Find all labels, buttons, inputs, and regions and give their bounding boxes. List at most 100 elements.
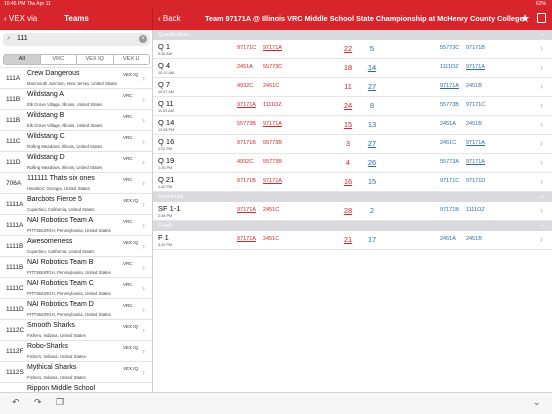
match-row[interactable]: Q 19 1:25 PM 4932C 55773B 4 26 55773A 97171A › — [153, 154, 552, 173]
team-list-item[interactable]: 111A Crew Dangerous Monmouth Junction, New… — [0, 67, 152, 88]
match-row[interactable]: Q 1 9:46 AM 97171C 97171A 22 5 55773C 97171B › — [153, 40, 552, 59]
blue-alliance-team[interactable]: 97171A — [440, 83, 459, 89]
match-row[interactable]: Q 7 10:47 AM 4932C 2451C 11 27 97171A 2451B › — [153, 78, 552, 97]
team-name: 111111 Thats six ones — [27, 175, 95, 182]
back-to-vex-via-button[interactable]: ‹ VEX via — [4, 14, 37, 23]
blue-alliance-team[interactable]: 97171C — [466, 102, 486, 108]
team-number: 1111B — [6, 243, 24, 250]
team-list-item[interactable]: Rippon Middle School › — [0, 382, 152, 392]
red-alliance-team[interactable]: 4932C — [237, 83, 254, 89]
blue-alliance-team[interactable]: 97171A — [466, 159, 485, 165]
match-time: 10:12 AM — [158, 71, 175, 75]
blue-alliance-team[interactable]: 97171B — [440, 207, 459, 213]
red-alliance-team[interactable]: 2451C — [263, 236, 280, 242]
red-alliance-team[interactable]: 97171C — [237, 45, 257, 51]
match-row[interactable]: Q 14 12:08 PM 55773B 97171A 15 13 2451A 2451B › — [153, 116, 552, 135]
match-row[interactable]: Q 21 1:42 PM 97171B 97171A 16 15 97171C 97171D › — [153, 173, 552, 192]
red-alliance-team[interactable]: 2451C — [263, 207, 280, 213]
chevron-right-icon: › — [142, 346, 145, 356]
exit-icon[interactable] — [537, 13, 546, 23]
team-name: NAI Robotics Team D — [27, 301, 94, 308]
blue-alliance-team[interactable]: 55773A — [440, 159, 459, 165]
red-alliance-team[interactable]: 97171A — [263, 121, 282, 127]
blue-alliance-team[interactable]: 97171A — [466, 64, 485, 70]
red-alliance-team[interactable]: 97171A — [263, 45, 282, 51]
blue-alliance-team[interactable]: 2451A — [440, 121, 456, 127]
section-header[interactable]: Qualification ︿ — [153, 30, 552, 40]
red-alliance-team[interactable]: 55773B — [263, 140, 282, 146]
team-list-item[interactable]: 1112F Robo-Sharks Fishers, Indiana, United… — [0, 340, 152, 361]
red-alliance-team[interactable]: 97171B — [237, 140, 256, 146]
filter-vex-iq[interactable]: VEX IQ — [77, 55, 114, 64]
blue-alliance-team[interactable]: 2451A — [440, 236, 456, 242]
match-row[interactable]: SF 1-1 2:38 PM 97171A 2451C 28 2 97171B 1111OZ › — [153, 202, 552, 221]
team-list-item[interactable]: 111C Wildstang C Rolling Meadows, Illinois… — [0, 130, 152, 151]
match-row[interactable]: Q 11 11:33 AM 97171A 1111OZ 24 8 55773B 97171C › — [153, 97, 552, 116]
team-name: Barcbots Fierce 5 — [27, 196, 82, 203]
blue-alliance-team[interactable]: 97171B — [466, 45, 485, 51]
team-list-item[interactable]: 1111B NAI Robotics Team B PITTSBURGH, Penn… — [0, 256, 152, 277]
search-input[interactable]: 111 — [17, 35, 28, 42]
match-row[interactable]: Q 4 10:12 AM 2451A 55773C 18 14 1111OZ 97171A › — [153, 59, 552, 78]
team-list-item[interactable]: 1112S Mythical Sharks Fishers, Indiana, Un… — [0, 361, 152, 382]
red-alliance-team[interactable]: 97171B — [237, 178, 256, 184]
clear-search-icon[interactable]: × — [139, 35, 147, 43]
team-location: PITTSBURGH, Pennsylvania, United States — [27, 270, 111, 275]
filter-vrc[interactable]: VRC — [41, 55, 77, 64]
chevron-down-icon[interactable]: ⌄ — [533, 397, 541, 407]
red-alliance-team[interactable]: 97171A — [237, 236, 256, 242]
blue-alliance-team[interactable]: 97171D — [466, 178, 486, 184]
team-list-item[interactable]: 1111A NAI Robotics Team A PITTSBURGH, Penn… — [0, 214, 152, 235]
team-number: 1112S — [6, 369, 24, 376]
blue-alliance-team[interactable]: 55773C — [440, 45, 460, 51]
red-alliance-team[interactable]: 4932C — [237, 159, 254, 165]
red-alliance-team[interactable]: 2451C — [263, 83, 280, 89]
match-row[interactable]: Q 16 1:02 PM 97171B 55773B 3 27 2451C 97171A › — [153, 135, 552, 154]
redo-icon[interactable]: ↷ — [34, 397, 42, 407]
blue-alliance-team[interactable]: 97171C — [440, 178, 460, 184]
team-list-item[interactable]: 1111A Barcbots Fierce 5 Cupertino, Califor… — [0, 193, 152, 214]
red-alliance-team[interactable]: 55773B — [237, 121, 256, 127]
blue-alliance-team[interactable]: 2451B — [466, 121, 482, 127]
team-list-item[interactable]: 1111D NAI Robotics Team D PITTSBURGH, Penn… — [0, 298, 152, 319]
chevron-up-icon[interactable]: ︿ — [539, 32, 546, 38]
clipboard-icon[interactable]: ❐ — [56, 397, 65, 407]
team-list-item[interactable]: 706A 111111 Thats six ones Hamilton, Georg… — [0, 172, 152, 193]
undo-icon[interactable]: ↶ — [12, 397, 20, 407]
team-list-item[interactable]: 111B Wildstang A Elk Grove Village, Illino… — [0, 88, 152, 109]
red-alliance-team[interactable]: 2451A — [237, 64, 253, 70]
blue-alliance-team[interactable]: 2451B — [466, 83, 482, 89]
red-alliance-team[interactable]: 55773B — [263, 159, 282, 165]
blue-alliance-team[interactable]: 1111OZ — [440, 64, 459, 70]
blue-alliance-team[interactable]: 1111OZ — [466, 207, 485, 213]
team-list-item[interactable]: 1112C Smooth Sharks Fishers, Indiana, Unit… — [0, 319, 152, 340]
red-alliance-team[interactable]: 55773C — [263, 64, 283, 70]
search-field[interactable]: ⌕ 111 × — [3, 33, 150, 46]
back-button[interactable]: ‹ Back — [158, 14, 181, 23]
chevron-up-icon[interactable]: ︿ — [539, 223, 546, 229]
team-name: Robo-Sharks — [27, 343, 68, 350]
filter-all[interactable]: All — [4, 55, 41, 64]
team-list-item[interactable]: 111B Wildstang B Elk Grove Village, Illino… — [0, 109, 152, 130]
red-alliance-team[interactable]: 97171A — [237, 207, 256, 213]
team-location: Cupertino, California, United States — [27, 249, 95, 254]
red-alliance-team[interactable]: 1111OZ — [263, 102, 282, 108]
red-score: 24 — [343, 101, 353, 110]
section-header[interactable]: Finals ︿ — [153, 221, 552, 231]
blue-alliance-team[interactable]: 2451B — [466, 236, 482, 242]
team-list-item[interactable]: 1111B Awesomeness Cupertino, California, U… — [0, 235, 152, 256]
match-name: Q 1 — [158, 42, 171, 51]
filter-vex-u[interactable]: VEX U — [122, 56, 140, 62]
team-list-item[interactable]: 111D Wildstang D Rolling Meadows, Illinois… — [0, 151, 152, 172]
red-alliance-team[interactable]: 97171A — [237, 102, 256, 108]
favorite-star-icon[interactable]: ★ — [520, 13, 530, 25]
section-header[interactable]: Semifinals ︿ — [153, 192, 552, 202]
match-row[interactable]: F 1 3:49 PM 97171A 2451C 21 17 2451A 2451B › — [153, 231, 552, 250]
blue-alliance-team[interactable]: 55773B — [440, 102, 459, 108]
team-list-item[interactable]: 1111C NAI Robotics Team C PITTSBURGH, Penn… — [0, 277, 152, 298]
blue-alliance-team[interactable]: 2451C — [440, 140, 457, 146]
red-alliance-team[interactable]: 97171A — [263, 178, 282, 184]
blue-alliance-team[interactable]: 97171A — [466, 140, 485, 146]
blue-score: 5 — [369, 44, 375, 53]
chevron-up-icon[interactable]: ︿ — [539, 194, 546, 200]
